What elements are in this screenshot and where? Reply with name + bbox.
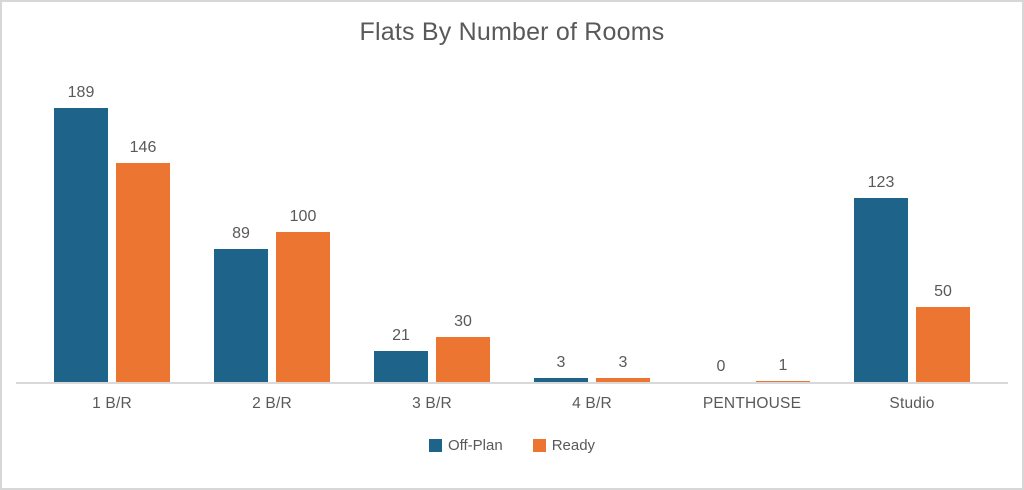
legend-label-ready: Ready — [551, 437, 596, 454]
bar-column-ready-penthouse: 1 — [756, 84, 810, 382]
bar-off-plan-studio — [854, 197, 908, 382]
bar-column-ready-4-b-r: 3 — [596, 84, 650, 382]
bar-pair-1-b-r: 189 146 — [54, 84, 170, 382]
category-group-1-b-r: 189 146 — [32, 84, 192, 382]
bar-column-ready-2-b-r: 100 — [276, 84, 330, 382]
bar-pair-2-b-r: 89 100 — [214, 84, 330, 382]
value-label-ready-penthouse: 1 — [778, 356, 788, 374]
bar-column-ready-3-b-r: 30 — [436, 84, 490, 382]
category-label-1-b-r: 1 B/R — [92, 395, 132, 412]
bar-column-ready-1-b-r: 146 — [116, 84, 170, 382]
value-label-off-plan-3-b-r: 21 — [392, 326, 410, 344]
bar-ready-1-b-r — [116, 163, 170, 382]
bar-ready-2-b-r — [276, 232, 330, 382]
bar-column-off-plan-studio: 123 — [854, 84, 908, 382]
bar-ready-studio — [916, 307, 970, 382]
value-label-ready-2-b-r: 100 — [289, 208, 317, 225]
legend-item-ready: Ready — [532, 437, 596, 454]
bar-ready-penthouse — [756, 380, 810, 382]
category-group-studio: 123 50 — [832, 84, 992, 382]
value-label-off-plan-penthouse: 0 — [716, 358, 726, 375]
value-label-ready-4-b-r: 3 — [618, 353, 628, 371]
value-label-ready-1-b-r: 146 — [129, 139, 157, 156]
bar-column-off-plan-penthouse: 0 — [694, 84, 748, 382]
value-label-off-plan-1-b-r: 189 — [67, 84, 95, 101]
bar-off-plan-2-b-r — [214, 248, 268, 382]
bar-off-plan-1-b-r — [54, 108, 108, 382]
bar-pair-3-b-r: 21 30 — [374, 84, 490, 382]
category-label-studio: Studio — [889, 395, 935, 412]
category-axis: 1 B/R 2 B/R 3 B/R 4 B/R PENTHOUSE Studio — [16, 384, 1008, 413]
legend-swatch-ready — [532, 439, 546, 452]
bar-pair-studio: 123 50 — [854, 84, 970, 382]
category-label-3-b-r: 3 B/R — [412, 395, 452, 412]
bar-column-off-plan-2-b-r: 89 — [214, 84, 268, 382]
category-group-2-b-r: 89 100 — [192, 84, 352, 382]
value-label-ready-studio: 50 — [934, 283, 952, 300]
bar-ready-4-b-r — [596, 377, 650, 382]
value-label-off-plan-4-b-r: 3 — [556, 353, 566, 371]
bar-column-off-plan-1-b-r: 189 — [54, 84, 108, 382]
bar-off-plan-3-b-r — [374, 350, 428, 382]
plot-area: 189 146 89 100 21 30 3 3 0 1 123 50 — [16, 84, 1008, 384]
plot-wrap: 189 146 89 100 21 30 3 3 0 1 123 50 — [16, 84, 1008, 384]
legend-label-off-plan: Off-Plan — [447, 437, 503, 454]
category-group-3-b-r: 21 30 — [352, 84, 512, 382]
category-label-2-b-r: 2 B/R — [252, 395, 292, 412]
category-label-4-b-r: 4 B/R — [572, 395, 612, 412]
legend: Off-Plan Ready — [2, 437, 1022, 454]
category-label-penthouse: PENTHOUSE — [702, 395, 802, 412]
bar-column-off-plan-3-b-r: 21 — [374, 84, 428, 382]
value-label-ready-3-b-r: 30 — [454, 313, 472, 330]
bar-ready-3-b-r — [436, 337, 490, 382]
legend-item-off-plan: Off-Plan — [428, 437, 503, 454]
bar-column-off-plan-4-b-r: 3 — [534, 84, 588, 382]
bar-column-ready-studio: 50 — [916, 84, 970, 382]
bar-off-plan-4-b-r — [534, 377, 588, 382]
value-label-off-plan-2-b-r: 89 — [232, 224, 250, 242]
value-label-off-plan-studio: 123 — [867, 173, 895, 191]
chart-title: Flats By Number of Rooms — [359, 18, 665, 46]
legend-swatch-off-plan — [428, 439, 442, 452]
